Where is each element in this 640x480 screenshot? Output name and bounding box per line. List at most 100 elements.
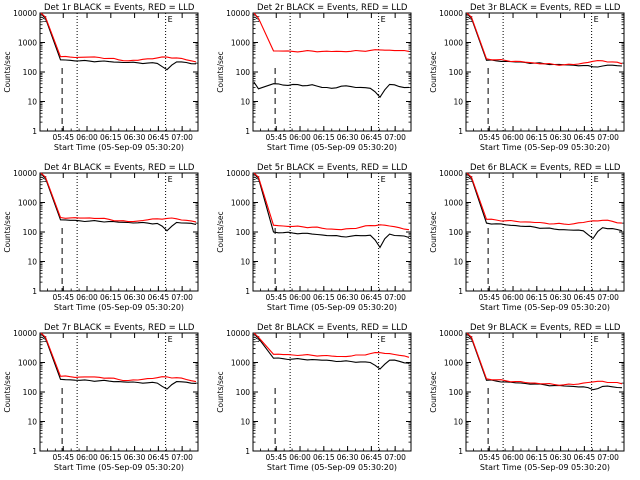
- x-tick-label: 07:00: [597, 453, 619, 462]
- x-tick-label: 05:45: [265, 133, 287, 142]
- x-tick-label: 07:00: [384, 453, 406, 462]
- end-mark: E: [594, 15, 599, 24]
- y-tick-label: 10: [27, 98, 37, 107]
- start-mark: S: [42, 335, 47, 344]
- start-mark: S: [468, 175, 473, 184]
- plot-title: Det 6r BLACK = Events, RED = LLD: [470, 163, 621, 173]
- x-tick-label: 07:00: [171, 133, 193, 142]
- x-tick-label: 06:30: [124, 293, 146, 302]
- y-tick-label: 10000: [226, 9, 250, 18]
- x-tick-label: 05:45: [52, 133, 74, 142]
- plot-panel-2: Det 2r BLACK = Events, RED = LLD 1 10 100 10…: [216, 3, 412, 152]
- y-axis-label: Counts/sec: [429, 51, 438, 92]
- x-tick-label: 05:45: [478, 293, 500, 302]
- plot-title: Det 2r BLACK = Events, RED = LLD: [257, 3, 408, 13]
- y-tick-label: 1000: [231, 199, 250, 208]
- y-tick-label: 10000: [439, 169, 463, 178]
- plot-frame: [39, 172, 199, 292]
- y-tick-label: 1000: [231, 359, 250, 368]
- start-mark: S: [255, 335, 260, 344]
- y-tick-label: 1: [458, 447, 463, 456]
- x-tick-label: 06:45: [361, 293, 383, 302]
- plot-frame: [39, 12, 199, 132]
- x-tick-label: 06:15: [100, 293, 122, 302]
- start-mark: S: [42, 175, 47, 184]
- y-tick-label: 100: [23, 68, 38, 77]
- y-tick-label: 1000: [18, 359, 37, 368]
- plot-title: Det 1r BLACK = Events, RED = LLD: [44, 3, 195, 13]
- y-tick-label: 10000: [439, 9, 463, 18]
- x-tick-label: 06:30: [550, 453, 572, 462]
- end-mark: E: [168, 175, 173, 184]
- plot-frame: [465, 172, 625, 292]
- y-tick-label: 100: [236, 228, 251, 237]
- start-mark: S: [255, 175, 260, 184]
- x-tick-label: 06:30: [337, 133, 359, 142]
- x-tick-label: 06:00: [289, 453, 311, 462]
- series-line-lld: [466, 12, 623, 66]
- y-tick-label: 1000: [18, 199, 37, 208]
- y-axis-label: Counts/sec: [3, 51, 12, 92]
- x-tick-label: 07:00: [171, 453, 193, 462]
- x-tick-label: 06:00: [502, 293, 524, 302]
- plot-panel-1: Det 1r BLACK = Events, RED = LLD 1 10 100 10…: [3, 3, 199, 152]
- plot-frame: [39, 332, 199, 452]
- plot-panel-3: Det 3r BLACK = Events, RED = LLD 1 10 100 10…: [429, 3, 625, 152]
- y-tick-label: 10: [453, 258, 463, 267]
- x-tick-label: 06:00: [289, 133, 311, 142]
- series-line-lld: [466, 332, 623, 386]
- y-tick-label: 1000: [18, 39, 37, 48]
- x-tick-label: 06:00: [289, 293, 311, 302]
- y-tick-label: 1000: [444, 359, 463, 368]
- y-tick-label: 10000: [13, 169, 37, 178]
- end-mark: E: [594, 175, 599, 184]
- y-axis-label: Counts/sec: [429, 371, 438, 412]
- y-tick-label: 100: [449, 388, 464, 397]
- x-tick-label: 06:00: [76, 133, 98, 142]
- y-tick-label: 1: [32, 287, 37, 296]
- x-tick-label: 06:00: [76, 293, 98, 302]
- plot-frame: [465, 12, 625, 132]
- plot-title: Det 9r BLACK = Events, RED = LLD: [470, 323, 621, 333]
- y-axis-label: Counts/sec: [216, 51, 225, 92]
- plot-frame: [252, 332, 412, 452]
- x-tick-label: 06:15: [313, 453, 335, 462]
- series-line-events: [253, 172, 410, 249]
- series-line-events: [40, 172, 197, 232]
- y-tick-label: 10000: [13, 329, 37, 338]
- y-tick-label: 10000: [439, 329, 463, 338]
- y-tick-label: 1: [32, 127, 37, 136]
- y-tick-label: 10: [453, 418, 463, 427]
- plot-panel-4: Det 4r BLACK = Events, RED = LLD 1 10 100 10…: [3, 163, 199, 312]
- y-tick-label: 10000: [226, 329, 250, 338]
- y-tick-label: 10: [240, 258, 250, 267]
- y-tick-label: 10: [240, 98, 250, 107]
- x-tick-label: 06:15: [526, 453, 548, 462]
- series-line-events: [466, 12, 623, 68]
- x-tick-label: 06:45: [574, 133, 596, 142]
- series-line-events: [466, 172, 623, 240]
- x-axis-label: Start Time (05-Sep-09 05:30:20): [54, 463, 184, 472]
- x-tick-label: 05:45: [265, 293, 287, 302]
- y-tick-label: 1: [458, 127, 463, 136]
- x-tick-label: 06:15: [526, 293, 548, 302]
- x-axis-label: Start Time (05-Sep-09 05:30:20): [480, 463, 610, 472]
- y-tick-label: 100: [23, 228, 38, 237]
- x-tick-label: 06:45: [361, 133, 383, 142]
- y-tick-label: 100: [449, 228, 464, 237]
- x-tick-label: 06:15: [526, 133, 548, 142]
- x-tick-label: 05:45: [478, 133, 500, 142]
- y-tick-label: 100: [236, 388, 251, 397]
- end-mark: E: [594, 335, 599, 344]
- end-mark: E: [168, 15, 173, 24]
- start-mark: S: [42, 15, 47, 24]
- x-tick-label: 07:00: [171, 293, 193, 302]
- y-tick-label: 1: [245, 127, 250, 136]
- end-mark: E: [381, 335, 386, 344]
- x-tick-label: 05:45: [478, 453, 500, 462]
- y-tick-label: 1: [245, 287, 250, 296]
- y-tick-label: 10: [27, 418, 37, 427]
- y-tick-label: 1000: [231, 39, 250, 48]
- plot-title: Det 3r BLACK = Events, RED = LLD: [470, 3, 621, 13]
